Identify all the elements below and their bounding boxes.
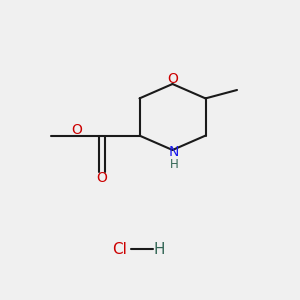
Text: O: O — [97, 171, 107, 184]
Text: N: N — [169, 146, 179, 159]
Text: O: O — [167, 72, 178, 86]
Text: O: O — [71, 123, 82, 136]
Text: H: H — [153, 242, 165, 256]
Text: Cl: Cl — [112, 242, 128, 256]
Text: H: H — [169, 158, 178, 172]
